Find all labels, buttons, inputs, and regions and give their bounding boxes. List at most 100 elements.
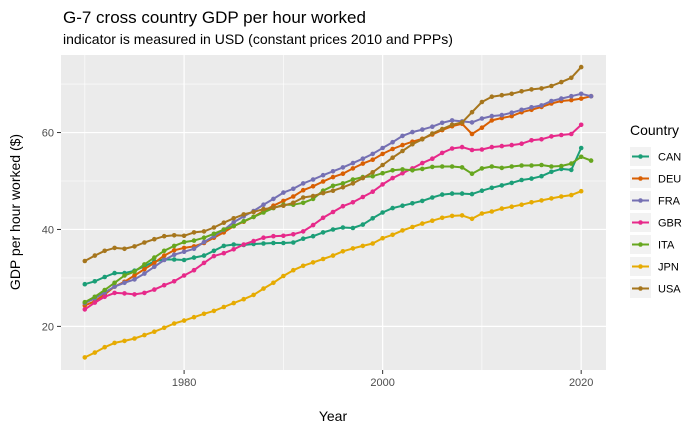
- data-point-deu: [360, 161, 366, 166]
- data-point-ita: [539, 162, 544, 168]
- data-point-ita: [181, 239, 187, 245]
- x-tick-label: 2000: [370, 377, 394, 389]
- data-point-gbr: [122, 291, 127, 296]
- data-point-ita: [569, 161, 574, 166]
- data-point-deu: [330, 174, 336, 180]
- data-point-gbr: [191, 267, 197, 273]
- data-point-ita: [489, 164, 495, 169]
- data-point-jpn: [241, 296, 246, 302]
- data-point-gbr: [430, 156, 435, 161]
- data-point-ita: [132, 269, 137, 274]
- data-point-ita: [578, 154, 584, 160]
- data-point-jpn: [122, 338, 127, 344]
- data-point-ita: [400, 167, 405, 172]
- data-point-ita: [410, 168, 415, 173]
- data-point-fra: [588, 93, 594, 99]
- data-point-fra: [271, 196, 276, 202]
- data-point-can: [430, 195, 435, 200]
- data-point-jpn: [400, 228, 405, 233]
- data-point-can: [519, 177, 524, 183]
- data-point-jpn: [578, 188, 584, 194]
- data-point-fra: [410, 129, 415, 135]
- data-point-deu: [152, 260, 157, 266]
- data-point-jpn: [420, 221, 425, 226]
- data-point-gbr: [201, 260, 207, 266]
- data-point-gbr: [539, 137, 544, 142]
- data-point-ita: [529, 163, 534, 168]
- data-point-usa: [330, 188, 336, 193]
- data-point-can: [489, 185, 495, 191]
- legend-key-point: [638, 286, 643, 291]
- data-point-usa: [529, 87, 534, 92]
- data-point-jpn: [171, 321, 177, 326]
- data-point-usa: [430, 131, 435, 136]
- data-point-ita: [251, 214, 256, 220]
- data-point-usa: [251, 209, 256, 215]
- data-point-gbr: [578, 122, 584, 128]
- data-point-can: [390, 205, 395, 211]
- data-point-can: [271, 240, 276, 246]
- data-point-jpn: [251, 292, 256, 298]
- data-point-usa: [519, 89, 524, 94]
- x-tick-label: 1980: [172, 377, 196, 389]
- data-point-ita: [340, 181, 346, 186]
- series-gbr: [82, 122, 584, 312]
- data-point-jpn: [261, 286, 266, 291]
- data-point-fra: [539, 103, 544, 108]
- data-point-usa: [380, 162, 385, 168]
- data-point-gbr: [519, 141, 524, 146]
- data-point-fra: [161, 257, 167, 263]
- data-point-gbr: [569, 131, 574, 137]
- data-point-deu: [300, 187, 306, 193]
- data-point-fra: [360, 156, 366, 161]
- data-point-usa: [300, 195, 306, 200]
- data-point-can: [529, 176, 534, 181]
- data-point-usa: [191, 230, 197, 235]
- data-point-usa: [122, 246, 127, 252]
- data-point-can: [380, 210, 385, 215]
- data-point-deu: [161, 253, 167, 258]
- data-point-gbr: [310, 222, 316, 228]
- data-point-gbr: [181, 273, 187, 278]
- data-point-gbr: [449, 146, 455, 151]
- data-point-usa: [489, 94, 495, 99]
- data-point-gbr: [231, 247, 236, 252]
- data-point-gbr: [479, 147, 485, 152]
- data-point-can: [400, 203, 405, 208]
- data-point-jpn: [539, 198, 544, 203]
- data-point-ita: [241, 218, 246, 224]
- data-point-ita: [499, 165, 505, 171]
- data-point-jpn: [221, 304, 227, 310]
- data-point-can: [459, 191, 465, 196]
- data-point-ita: [509, 164, 514, 169]
- data-point-ita: [82, 299, 88, 305]
- data-point-gbr: [211, 253, 217, 259]
- legend: CAN DEU FRA GBR ITA JPN USA: [630, 147, 682, 298]
- data-point-fra: [578, 91, 584, 97]
- data-point-gbr: [499, 143, 505, 149]
- data-point-ita: [439, 164, 445, 169]
- data-point-fra: [281, 190, 286, 195]
- data-point-deu: [469, 131, 475, 137]
- data-point-usa: [171, 233, 177, 238]
- data-point-usa: [281, 203, 286, 208]
- data-point-ita: [152, 255, 157, 260]
- data-point-deu: [291, 194, 296, 199]
- data-point-usa: [449, 122, 455, 128]
- data-point-usa: [559, 79, 564, 85]
- data-point-deu: [310, 184, 316, 189]
- data-point-ita: [459, 165, 465, 170]
- data-point-gbr: [221, 250, 227, 256]
- data-point-can: [340, 225, 346, 230]
- data-point-deu: [509, 113, 514, 119]
- data-point-can: [479, 188, 485, 193]
- data-point-ita: [122, 273, 127, 278]
- data-point-fra: [519, 107, 524, 113]
- data-point-can: [102, 274, 107, 280]
- data-point-can: [509, 180, 514, 186]
- data-point-usa: [112, 245, 117, 251]
- data-point-ita: [171, 243, 177, 249]
- data-point-can: [211, 248, 217, 254]
- data-point-fra: [469, 120, 475, 125]
- data-point-jpn: [449, 213, 455, 219]
